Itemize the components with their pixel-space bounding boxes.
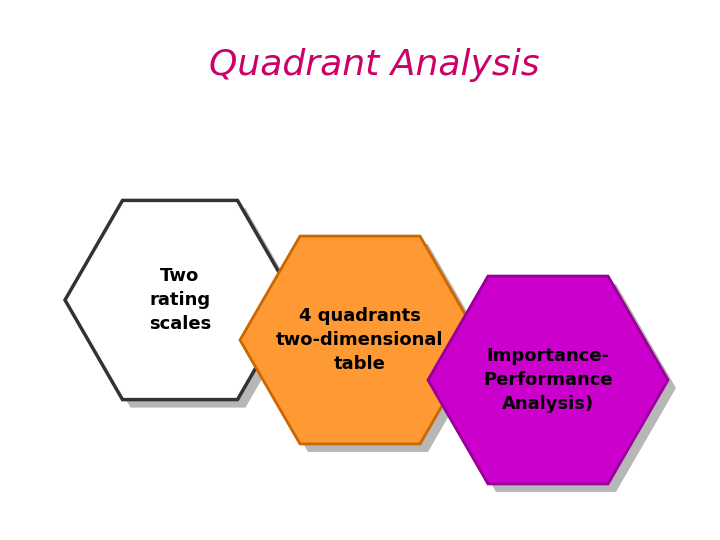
Polygon shape bbox=[240, 236, 480, 444]
Polygon shape bbox=[73, 208, 303, 408]
Text: Two
rating
scales: Two rating scales bbox=[149, 267, 211, 333]
Text: Quadrant Analysis: Quadrant Analysis bbox=[209, 48, 540, 82]
Text: 4 quadrants
two-dimensional
table: 4 quadrants two-dimensional table bbox=[276, 307, 444, 373]
Polygon shape bbox=[248, 244, 488, 452]
Polygon shape bbox=[436, 284, 676, 492]
Text: Importance-
Performance
Analysis): Importance- Performance Analysis) bbox=[483, 347, 613, 413]
Polygon shape bbox=[65, 200, 295, 400]
Polygon shape bbox=[428, 276, 668, 484]
